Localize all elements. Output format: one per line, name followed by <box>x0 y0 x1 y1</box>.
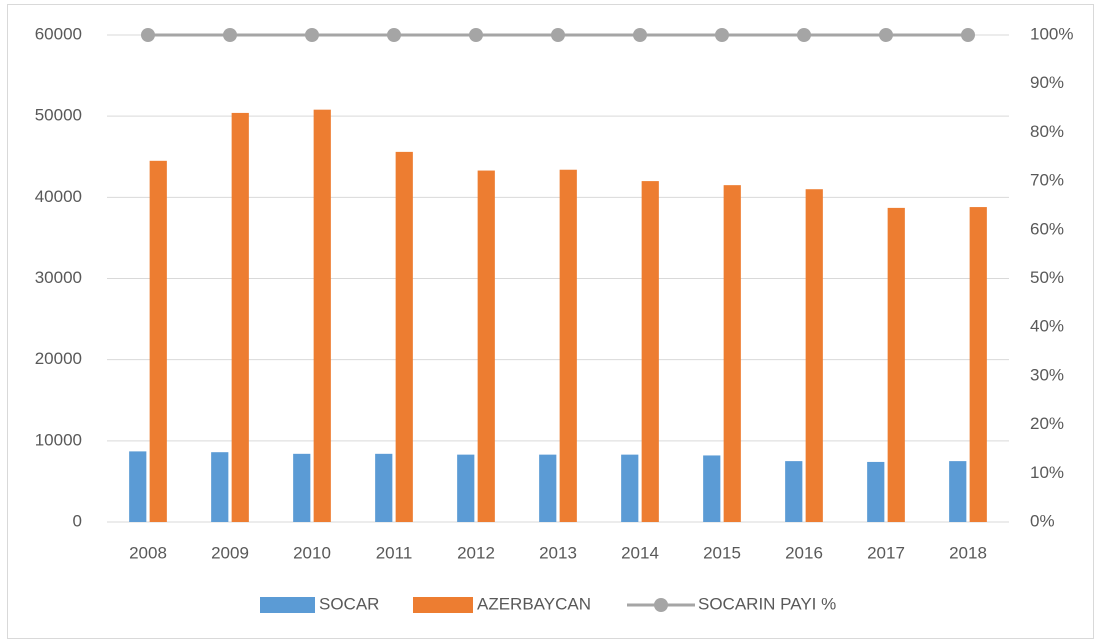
y2-tick-label: 10% <box>1030 463 1064 482</box>
x-tick-label: 2017 <box>867 543 905 562</box>
legend-swatch <box>654 598 668 612</box>
chart-border <box>7 4 1094 639</box>
legend-label: AZERBAYCAN <box>477 594 591 613</box>
x-tick-label: 2016 <box>785 543 823 562</box>
legend-swatch <box>413 597 473 613</box>
x-tick-label: 2011 <box>376 543 413 562</box>
legend-label: SOCARIN PAYI % <box>698 594 836 613</box>
legend-label: SOCAR <box>319 594 379 613</box>
line-marker <box>797 28 811 42</box>
line-marker <box>141 28 155 42</box>
bar <box>211 452 229 522</box>
line-marker <box>961 28 975 42</box>
y-tick-label: 50000 <box>35 106 82 125</box>
line-marker <box>879 28 893 42</box>
line-marker <box>633 28 647 42</box>
line-marker <box>715 28 729 42</box>
x-tick-label: 2015 <box>703 543 741 562</box>
y-tick-label: 0 <box>73 511 82 530</box>
x-tick-label: 2018 <box>949 543 987 562</box>
line-marker <box>223 28 237 42</box>
bar <box>559 169 577 522</box>
bar <box>785 461 803 522</box>
bar <box>395 151 413 522</box>
bar <box>129 451 147 522</box>
bar <box>375 453 393 522</box>
y2-tick-label: 50% <box>1030 268 1064 287</box>
y2-tick-label: 30% <box>1030 365 1064 384</box>
bar <box>293 453 311 522</box>
line-marker <box>469 28 483 42</box>
x-tick-label: 2010 <box>293 543 331 562</box>
y2-tick-label: 70% <box>1030 171 1064 190</box>
bar <box>949 461 967 522</box>
bar <box>539 454 557 522</box>
y2-tick-label: 60% <box>1030 219 1064 238</box>
bar <box>313 109 331 522</box>
y-tick-label: 60000 <box>35 24 82 43</box>
y-tick-label: 30000 <box>35 268 82 287</box>
y2-tick-label: 90% <box>1030 73 1064 92</box>
bar <box>477 170 495 522</box>
y2-tick-label: 20% <box>1030 414 1064 433</box>
x-tick-label: 2013 <box>539 543 577 562</box>
bar <box>723 185 741 523</box>
bar <box>149 160 167 522</box>
x-tick-label: 2008 <box>129 543 167 562</box>
bar <box>641 181 659 522</box>
x-tick-label: 2014 <box>621 543 659 562</box>
y-tick-label: 40000 <box>35 187 82 206</box>
bar <box>969 207 987 522</box>
line-marker <box>387 28 401 42</box>
bar <box>867 461 885 522</box>
y2-tick-label: 100% <box>1030 24 1073 43</box>
line-marker <box>305 28 319 42</box>
y2-tick-label: 80% <box>1030 122 1064 141</box>
bar <box>621 454 639 522</box>
y2-tick-label: 0% <box>1030 511 1055 530</box>
bar <box>231 112 249 523</box>
legend-swatch <box>260 597 315 613</box>
y2-tick-label: 40% <box>1030 317 1064 336</box>
bar <box>805 189 823 522</box>
x-tick-label: 2012 <box>457 543 495 562</box>
bar <box>887 207 905 522</box>
bar <box>703 455 721 522</box>
x-tick-label: 2009 <box>211 543 249 562</box>
y-tick-label: 10000 <box>35 430 82 449</box>
bar <box>457 454 475 522</box>
line-marker <box>551 28 565 42</box>
y-tick-label: 20000 <box>35 349 82 368</box>
